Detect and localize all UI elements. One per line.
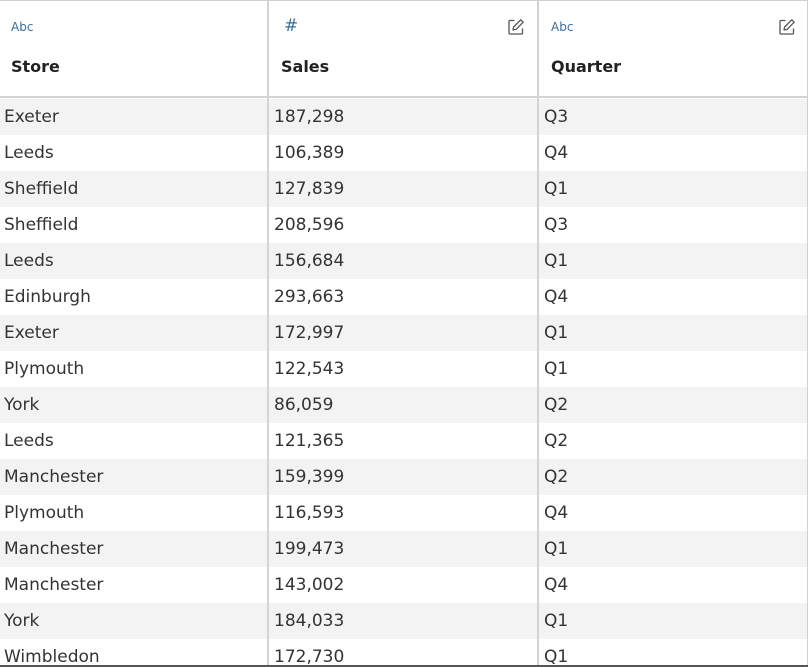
cell-quarter: Q4 xyxy=(544,503,569,523)
table-row[interactable]: Manchester 143,002 Q4 xyxy=(0,567,808,603)
cell-quarter: Q1 xyxy=(544,611,569,631)
column-divider[interactable] xyxy=(267,0,269,667)
cell-store: York xyxy=(4,611,40,631)
grid-body: Exeter 187,298 Q3 Leeds 106,389 Q4 Sheff… xyxy=(0,99,808,667)
cell-store: Wimbledon xyxy=(4,647,100,667)
column-header-quarter[interactable]: Abc Quarter xyxy=(538,0,808,96)
number-type-icon: # xyxy=(284,16,299,36)
cell-store: Leeds xyxy=(4,251,54,271)
cell-sales: 293,663 xyxy=(274,287,345,307)
edit-column-icon[interactable] xyxy=(507,18,525,36)
cell-store: Leeds xyxy=(4,431,54,451)
grid-header: Abc Store # Sales Abc Quarter xyxy=(0,0,808,98)
cell-quarter: Q2 xyxy=(544,431,569,451)
table-row[interactable]: Exeter 172,997 Q1 xyxy=(0,315,808,351)
cell-quarter: Q4 xyxy=(544,575,569,595)
cell-sales: 106,389 xyxy=(274,143,345,163)
cell-sales: 156,684 xyxy=(274,251,345,271)
cell-store: Plymouth xyxy=(4,359,85,379)
cell-store: Sheffield xyxy=(4,179,79,199)
edit-column-icon[interactable] xyxy=(778,18,796,36)
cell-sales: 143,002 xyxy=(274,575,345,595)
column-header-sales[interactable]: # Sales xyxy=(268,0,537,96)
cell-sales: 187,298 xyxy=(274,107,345,127)
cell-sales: 172,730 xyxy=(274,647,345,667)
table-row[interactable]: York 86,059 Q2 xyxy=(0,387,808,423)
cell-quarter: Q2 xyxy=(544,467,569,487)
cell-store: Manchester xyxy=(4,539,104,559)
table-row[interactable]: Sheffield 208,596 Q3 xyxy=(0,207,808,243)
cell-quarter: Q3 xyxy=(544,215,569,235)
cell-quarter: Q1 xyxy=(544,647,569,667)
cell-quarter: Q1 xyxy=(544,539,569,559)
cell-quarter: Q1 xyxy=(544,179,569,199)
cell-sales: 86,059 xyxy=(274,395,334,415)
cell-sales: 159,399 xyxy=(274,467,345,487)
cell-store: Manchester xyxy=(4,575,104,595)
cell-quarter: Q2 xyxy=(544,395,569,415)
cell-sales: 127,839 xyxy=(274,179,345,199)
column-title[interactable]: Store xyxy=(11,57,60,76)
column-title[interactable]: Sales xyxy=(281,57,330,76)
table-row[interactable]: Manchester 159,399 Q2 xyxy=(0,459,808,495)
cell-sales: 121,365 xyxy=(274,431,345,451)
cell-store: Leeds xyxy=(4,143,54,163)
cell-store: Sheffield xyxy=(4,215,79,235)
cell-sales: 122,543 xyxy=(274,359,345,379)
cell-store: Manchester xyxy=(4,467,104,487)
grid-border xyxy=(0,0,808,1)
cell-store: York xyxy=(4,395,40,415)
cell-sales: 172,997 xyxy=(274,323,345,343)
abc-type-icon: Abc xyxy=(551,20,574,34)
table-row[interactable]: York 184,033 Q1 xyxy=(0,603,808,639)
table-row[interactable]: Plymouth 116,593 Q4 xyxy=(0,495,808,531)
cell-quarter: Q1 xyxy=(544,359,569,379)
cell-quarter: Q4 xyxy=(544,287,569,307)
cell-quarter: Q4 xyxy=(544,143,569,163)
cell-sales: 199,473 xyxy=(274,539,345,559)
table-row[interactable]: Manchester 199,473 Q1 xyxy=(0,531,808,567)
cell-quarter: Q1 xyxy=(544,251,569,271)
cell-quarter: Q1 xyxy=(544,323,569,343)
cell-sales: 116,593 xyxy=(274,503,345,523)
cell-quarter: Q3 xyxy=(544,107,569,127)
table-row[interactable]: Leeds 106,389 Q4 xyxy=(0,135,808,171)
column-header-store[interactable]: Abc Store xyxy=(0,0,267,96)
table-row[interactable]: Sheffield 127,839 Q1 xyxy=(0,171,808,207)
table-row[interactable]: Wimbledon 172,730 Q1 xyxy=(0,639,808,667)
column-divider[interactable] xyxy=(537,0,539,667)
cell-store: Plymouth xyxy=(4,503,85,523)
abc-type-icon: Abc xyxy=(11,20,34,34)
column-title[interactable]: Quarter xyxy=(551,57,622,76)
table-row[interactable]: Plymouth 122,543 Q1 xyxy=(0,351,808,387)
cell-sales: 208,596 xyxy=(274,215,345,235)
table-row[interactable]: Leeds 121,365 Q2 xyxy=(0,423,808,459)
cell-store: Edinburgh xyxy=(4,287,91,307)
grid-border xyxy=(0,665,808,667)
table-row[interactable]: Edinburgh 293,663 Q4 xyxy=(0,279,808,315)
cell-sales: 184,033 xyxy=(274,611,345,631)
table-row[interactable]: Exeter 187,298 Q3 xyxy=(0,99,808,135)
table-row[interactable]: Leeds 156,684 Q1 xyxy=(0,243,808,279)
cell-store: Exeter xyxy=(4,323,59,343)
cell-store: Exeter xyxy=(4,107,59,127)
